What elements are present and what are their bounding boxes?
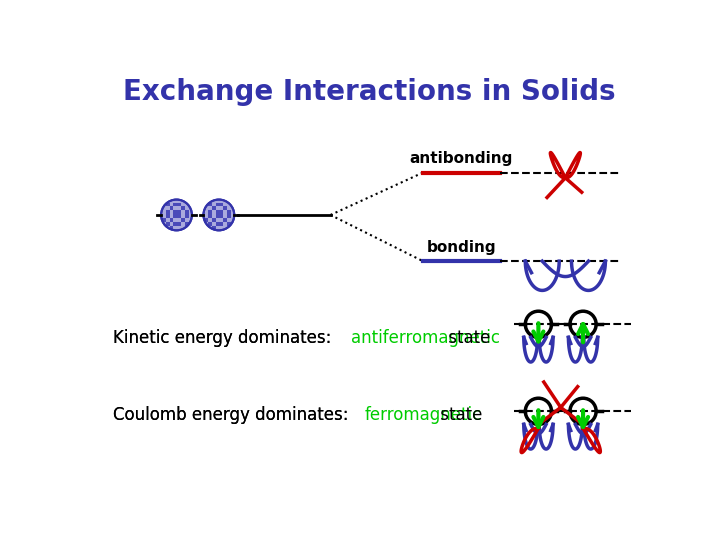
Bar [166,202,170,206]
Bar [174,210,177,214]
Bar [228,222,231,226]
Bar [223,218,228,222]
Ellipse shape [204,200,234,231]
Bar [181,206,185,211]
Bar [170,226,174,230]
Bar [166,222,170,226]
Bar [220,222,223,226]
Bar [216,222,220,226]
Bar [228,210,231,214]
Bar [185,222,189,226]
Text: bonding: bonding [426,240,496,255]
Text: antibonding: antibonding [410,151,513,166]
Bar [177,210,181,214]
Text: Kinetic energy dominates:: Kinetic energy dominates: [113,329,337,347]
Bar [208,202,212,206]
Bar [212,226,216,230]
Text: state: state [435,406,482,424]
Bar [162,218,166,222]
Bar [208,222,212,226]
Bar [170,206,174,211]
Bar [177,214,181,218]
Bar [223,206,228,211]
Bar [185,214,189,218]
Text: Coulomb energy dominates:: Coulomb energy dominates: [113,406,354,424]
Bar [228,214,231,218]
Text: Coulomb energy dominates:: Coulomb energy dominates: [113,406,354,424]
Bar [166,214,170,218]
Circle shape [570,311,596,338]
Bar [177,222,181,226]
Bar [216,210,220,214]
Bar [212,206,216,211]
Text: Exchange Interactions in Solids: Exchange Interactions in Solids [122,78,616,106]
Bar [220,214,223,218]
Bar [177,202,181,206]
Bar [216,214,220,218]
Bar [185,210,189,214]
Bar [220,210,223,214]
Circle shape [570,398,596,424]
Bar [174,222,177,226]
Bar [174,214,177,218]
Bar [216,202,220,206]
Text: state: state [443,329,490,347]
Bar [212,218,216,222]
Circle shape [526,398,552,424]
Circle shape [526,311,552,338]
Bar [220,202,223,206]
Bar [166,210,170,214]
Text: Kinetic energy dominates:: Kinetic energy dominates: [113,329,337,347]
Bar [174,202,177,206]
Bar [208,210,212,214]
Bar [208,214,212,218]
Ellipse shape [161,200,192,231]
Text: ferromagnetic: ferromagnetic [364,406,482,424]
Bar [204,218,208,222]
Bar [181,218,185,222]
Bar [170,218,174,222]
Text: antiferromagnetic: antiferromagnetic [351,329,500,347]
